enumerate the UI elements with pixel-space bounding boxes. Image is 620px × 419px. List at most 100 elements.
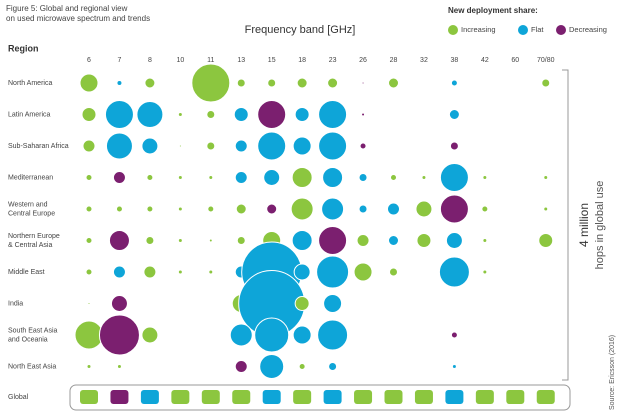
bubble: [136, 101, 164, 128]
bubble: [538, 233, 554, 248]
bubble: [296, 77, 308, 89]
bubble: [82, 139, 96, 153]
bubble: [387, 202, 400, 216]
global-marker: [110, 390, 129, 404]
bubble: [361, 112, 366, 117]
bubble: [323, 294, 343, 313]
row-label: Global: [8, 394, 29, 401]
source: Source: Ericsson (2016): [609, 335, 616, 410]
global-marker: [414, 390, 433, 404]
global-marker: [475, 390, 494, 404]
bubble: [317, 319, 349, 351]
legend-swatch: [556, 25, 566, 35]
bubble: [259, 354, 285, 379]
bubble: [234, 139, 248, 153]
bubble: [105, 132, 133, 160]
global-marker: [171, 390, 190, 404]
bubble: [234, 171, 248, 184]
chart-title: Figure 5: Global and regional view on use…: [6, 4, 150, 23]
bubble: [112, 171, 126, 184]
row-label: North America: [8, 80, 52, 87]
bubble: [292, 136, 312, 156]
bubble: [290, 197, 314, 221]
bubble: [439, 163, 469, 192]
bubble: [254, 317, 290, 353]
legend-swatch: [448, 25, 458, 35]
bubble: [236, 236, 246, 245]
bubble: [146, 205, 154, 213]
x-tick-label: 13: [237, 57, 245, 64]
bubble: [291, 167, 313, 188]
bubble: [318, 226, 348, 255]
bubble: [482, 175, 488, 180]
bubble: [146, 174, 154, 181]
bubble: [541, 78, 551, 88]
global-marker: [232, 390, 251, 404]
bubble: [208, 269, 214, 275]
bubble: [358, 204, 368, 214]
bubble: [388, 235, 399, 246]
bubble: [415, 200, 433, 218]
global-marker: [536, 390, 555, 404]
bracket: [562, 69, 569, 381]
global-marker: [293, 390, 312, 404]
bubble: [116, 80, 123, 86]
bubble: [206, 110, 216, 119]
row-label: Middle East: [8, 269, 45, 276]
bubble: [234, 360, 248, 373]
bubble: [445, 232, 463, 249]
x-tick-label: 10: [176, 57, 184, 64]
bubble: [482, 269, 488, 275]
bubble: [388, 77, 399, 89]
x-tick-label: 70/80: [537, 57, 555, 64]
bubble: [449, 141, 459, 151]
global-marker: [354, 390, 373, 404]
bubble: [207, 205, 215, 213]
bubble: [439, 194, 469, 224]
bubble: [257, 131, 287, 161]
bubble: [104, 100, 134, 129]
legend-swatch: [518, 25, 528, 35]
bubble: [144, 77, 156, 89]
bubble: [389, 267, 398, 277]
bubble: [416, 233, 432, 248]
bubble: [86, 364, 92, 369]
bubble: [229, 323, 253, 347]
bubble: [451, 364, 457, 369]
x-tick-label: 42: [481, 57, 489, 64]
bubble: [85, 237, 93, 244]
bubble: [358, 173, 368, 182]
bubble: [177, 175, 183, 180]
global-marker: [80, 390, 98, 404]
x-tick-label: 6: [87, 57, 91, 64]
bubble: [327, 77, 339, 89]
bubble: [191, 63, 231, 103]
row-label: Central Europe: [8, 210, 55, 217]
row-label: Western and: [8, 201, 48, 208]
bubble: [359, 142, 367, 150]
bubble: [177, 112, 183, 117]
bubble: [266, 203, 278, 215]
bubble: [450, 79, 458, 87]
bubble: [318, 131, 348, 161]
total-label: hops in global use: [594, 181, 606, 270]
x-tick-label: 18: [298, 57, 306, 64]
bubble: [292, 325, 312, 345]
bubble: [85, 174, 93, 181]
bubble: [328, 362, 338, 371]
bubble: [322, 167, 344, 188]
bubble: [74, 320, 104, 350]
bubble: [143, 265, 157, 279]
x-tick-label: 8: [148, 57, 152, 64]
bubble: [361, 81, 365, 85]
bubble: [233, 107, 249, 122]
x-tick-label: 60: [511, 57, 519, 64]
row-label: Mediterranean: [8, 174, 53, 181]
global-marker: [140, 390, 159, 404]
x-tick-label: 23: [329, 57, 337, 64]
global-marker: [262, 390, 281, 404]
bubble: [112, 265, 126, 279]
global-marker: [384, 390, 403, 404]
bubble: [448, 109, 460, 120]
